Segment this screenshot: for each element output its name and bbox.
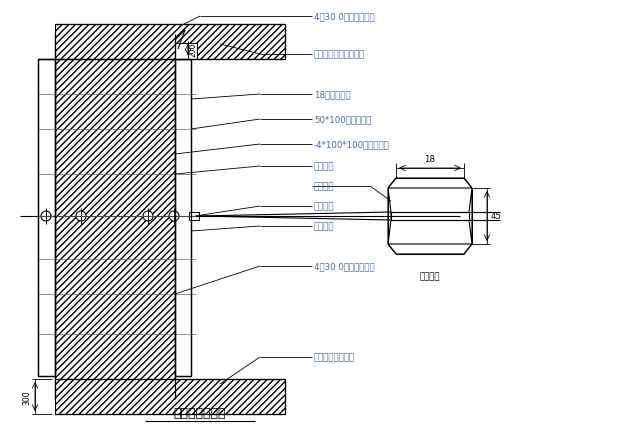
Polygon shape xyxy=(388,178,472,188)
Text: -4*100*100锂板止水片: -4*100*100锂板止水片 xyxy=(314,140,390,149)
Text: 4厓30 0宽锂板止水带: 4厓30 0宽锂板止水带 xyxy=(314,13,375,21)
Bar xyxy=(189,213,199,220)
Bar xyxy=(38,60,55,376)
Polygon shape xyxy=(469,188,472,244)
Bar xyxy=(55,25,285,60)
Text: 锂管模撞: 锂管模撞 xyxy=(314,162,335,171)
Bar xyxy=(391,213,469,220)
Bar xyxy=(175,60,191,376)
Circle shape xyxy=(41,211,51,221)
Text: 18厚木胶合板: 18厚木胶合板 xyxy=(314,90,351,99)
Text: 45: 45 xyxy=(491,212,502,221)
Bar xyxy=(175,44,197,60)
Circle shape xyxy=(76,211,86,221)
Text: 200: 200 xyxy=(189,43,198,57)
Text: 限位锂管: 限位锂管 xyxy=(314,182,335,191)
Polygon shape xyxy=(388,244,472,254)
Bar xyxy=(55,379,285,414)
Text: 对拉螺杆: 对拉螺杆 xyxy=(314,202,335,211)
Text: 木枡大枡: 木枡大枡 xyxy=(420,272,440,281)
Circle shape xyxy=(169,211,179,221)
Text: 步方大枡: 步方大枡 xyxy=(314,222,335,231)
Text: 负二层（负一层）地管: 负二层（负一层）地管 xyxy=(314,50,365,59)
Text: 挡墙模板支设图: 挡墙模板支设图 xyxy=(174,406,226,419)
Polygon shape xyxy=(388,188,391,244)
Text: 18: 18 xyxy=(425,155,436,164)
Text: 负三层（负二层）: 负三层（负二层） xyxy=(314,353,355,362)
Text: 300: 300 xyxy=(22,389,31,404)
Text: 50*100木枡竖管撑: 50*100木枡竖管撑 xyxy=(314,115,372,124)
Circle shape xyxy=(143,211,153,221)
Bar xyxy=(55,35,175,399)
Text: 4厓30 0宽锂板止水带: 4厓30 0宽锂板止水带 xyxy=(314,262,375,271)
